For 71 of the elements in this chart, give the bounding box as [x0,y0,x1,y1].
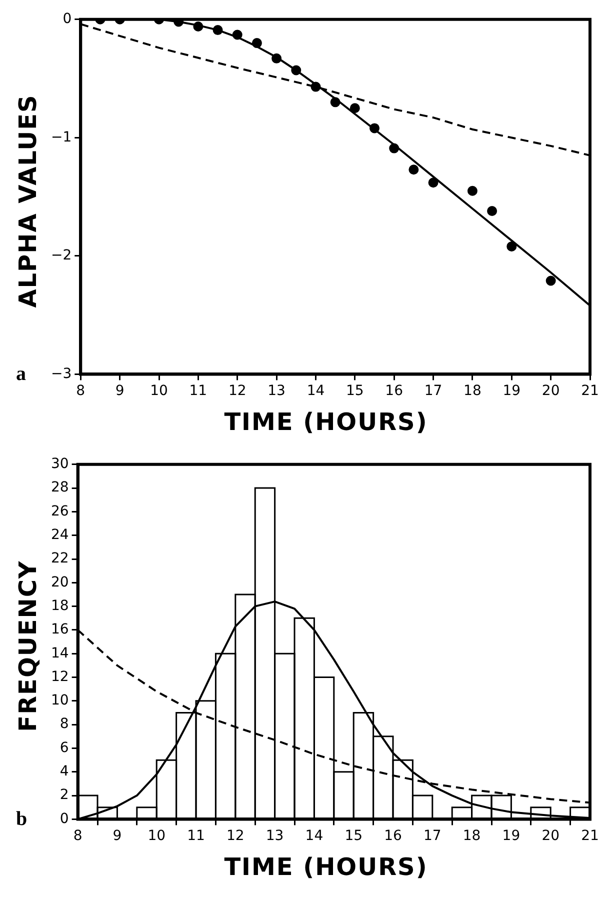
x-tick-label: 12 [226,828,244,844]
x-tick-label: 18 [464,383,482,400]
x-tick-label: 21 [581,828,599,844]
point [389,143,400,154]
x-tick-label: 11 [187,828,205,844]
y-tick-label: 10 [50,692,69,709]
y-tick-label: 6 [60,740,69,756]
y-tick-label: 0 [60,810,69,827]
x-tick-label: 10 [148,828,166,844]
y-tick-label: 22 [50,550,69,567]
point [310,82,321,92]
x-tick-label: 20 [542,828,560,844]
point [272,53,282,64]
x-tick-label: 18 [462,828,481,844]
y-tick-label: 12 [50,668,69,685]
y-tick-label: 28 [50,480,69,496]
x-tick-label: 11 [189,383,208,400]
x-tick-label: 17 [423,828,442,844]
y-tick-label: 24 [50,527,69,543]
point [506,241,517,252]
text: b [16,808,28,831]
x-tick-label: 20 [542,383,560,400]
y-tick-label: 16 [50,622,69,638]
y-tick-label: 18 [50,598,69,614]
y-axis-title: ALPHA VALUES [14,94,42,308]
x-tick-label: 16 [385,383,404,400]
text: a [16,363,26,386]
x-tick-label: 15 [346,383,364,400]
point [193,21,204,32]
point [370,123,380,134]
x-tick-label: 14 [306,383,325,400]
y-tick-label: −1 [50,129,72,146]
x-tick-label: 9 [115,383,124,400]
point [350,103,360,114]
x-tick-label: 13 [266,828,284,844]
y-tick-label: 14 [50,645,69,662]
point [252,38,262,48]
x-tick-label: 8 [73,828,82,844]
x-tick-label: 17 [424,383,442,400]
y-tick-label: 30 [50,456,69,472]
point [232,30,242,40]
x-tick-label: 14 [305,828,324,844]
x-tick-label: 19 [502,828,520,844]
y-axis-title: FREQUENCY [14,560,42,732]
point [487,206,498,216]
point [467,186,478,196]
y-tick-label: 26 [50,503,69,520]
point [408,164,419,175]
point [291,65,302,76]
y-tick-label: 0 [62,11,72,28]
x-tick-label: 15 [344,828,363,844]
x-tick-label: 10 [150,383,168,400]
point [212,25,223,36]
y-tick-label: −2 [50,248,72,264]
y-tick-label: 2 [60,787,69,804]
point [330,97,340,108]
x-tick-label: 21 [581,383,599,400]
point [546,276,556,286]
y-tick-label: −3 [50,366,72,382]
x-axis-title: TIME (HOURS) [223,408,429,436]
point [428,178,438,188]
x-axis-title: TIME (HOURS) [223,853,429,881]
x-tick-label: 12 [228,383,246,400]
y-tick-label: 20 [50,574,69,590]
x-tick-label: 8 [76,383,86,400]
y-tick-label: 8 [60,716,69,732]
x-tick-label: 16 [384,828,402,844]
x-tick-label: 9 [112,828,122,844]
x-tick-label: 19 [502,383,521,400]
y-tick-label: 4 [60,764,69,780]
x-tick-label: 13 [268,383,286,400]
